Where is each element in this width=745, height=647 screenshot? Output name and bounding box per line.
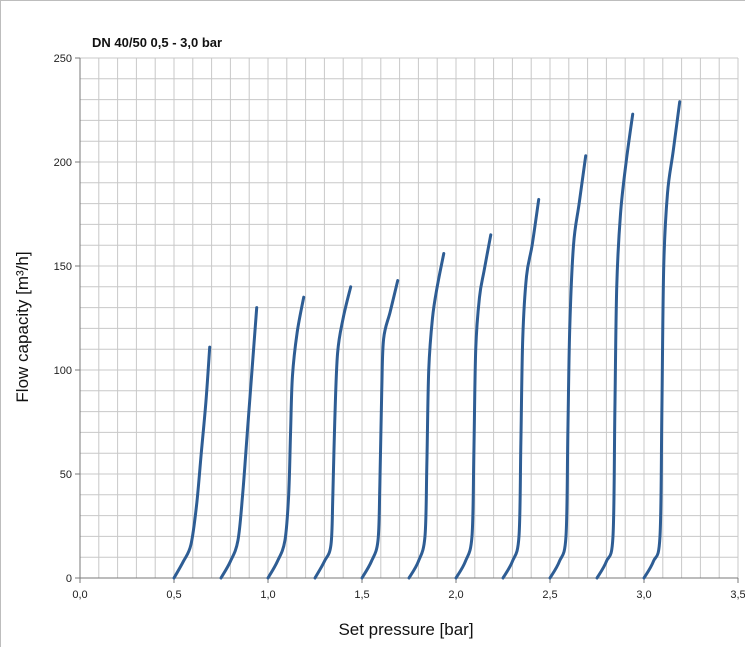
series-line-1 [172, 345, 212, 580]
series-line-7 [454, 233, 493, 580]
series-line-4 [313, 285, 353, 580]
chart-title: DN 40/50 0,5 - 3,0 bar [92, 35, 222, 50]
series-line-6 [407, 252, 446, 580]
y-tick-label: 150 [54, 261, 72, 273]
series-line-9 [548, 154, 588, 580]
x-tick-label: 2,5 [542, 589, 557, 601]
grid [79, 57, 739, 579]
y-tick-label: 100 [54, 365, 72, 377]
series-line-2 [219, 306, 259, 580]
series-line-3 [266, 295, 306, 580]
series-line-5 [360, 279, 400, 580]
x-tick-label: 0,0 [72, 589, 87, 601]
series-line-10 [595, 112, 635, 580]
x-tick-label: 0,5 [166, 589, 181, 601]
y-tick-label: 0 [66, 573, 72, 585]
x-tick-label: 1,0 [260, 589, 275, 601]
x-tick-label: 2,0 [448, 589, 463, 601]
x-tick-label: 3,0 [636, 589, 651, 601]
y-tick-label: 250 [54, 53, 72, 65]
x-tick-label: 1,5 [354, 589, 369, 601]
series-line-11 [642, 100, 682, 580]
series-group [172, 100, 682, 580]
x-axis-label: Set pressure [bar] [338, 620, 473, 639]
labels: 0,0 0,5 1,0 1,5 2,0 2,5 3,0 3,5 0 50 100 150 200 250 [54, 53, 745, 601]
y-tick-label: 200 [54, 157, 72, 169]
series-line-8 [501, 197, 541, 580]
x-tick-label: 3,5 [730, 589, 745, 601]
y-tick-label: 50 [60, 469, 72, 481]
y-axis-label: Flow capacity [m³/h] [13, 251, 32, 402]
